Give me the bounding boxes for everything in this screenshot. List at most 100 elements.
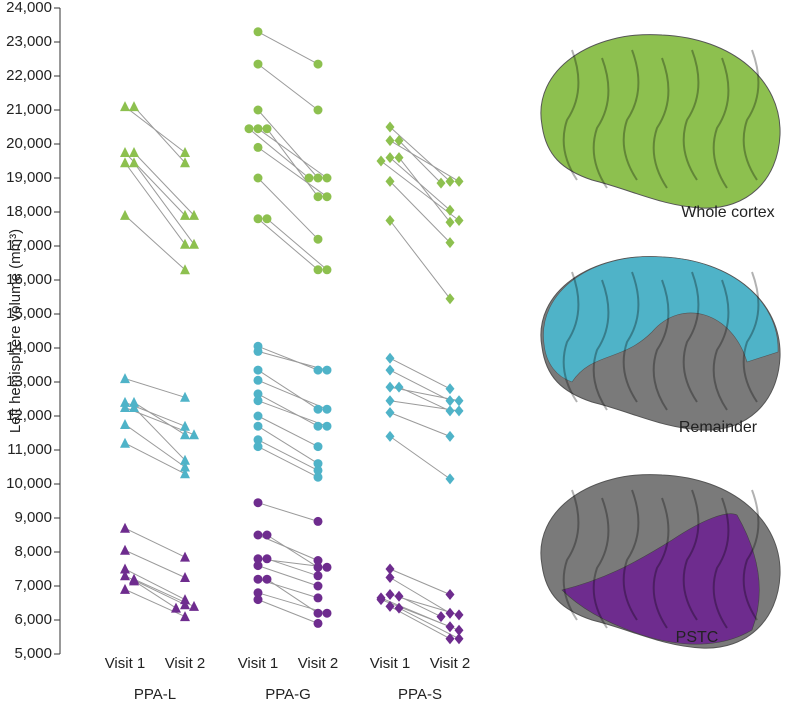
pair-line xyxy=(266,128,319,197)
pair-line xyxy=(124,378,186,398)
pair-line xyxy=(257,31,319,65)
point xyxy=(313,365,323,375)
point xyxy=(304,173,314,183)
y-tick-label: 11,000 xyxy=(7,441,52,458)
pair-line xyxy=(398,607,460,640)
pair-line xyxy=(389,577,451,614)
point xyxy=(180,391,190,402)
point xyxy=(180,551,190,562)
point xyxy=(129,402,139,412)
point xyxy=(445,395,455,407)
pair-line xyxy=(133,152,195,216)
point xyxy=(385,152,395,164)
point xyxy=(253,595,263,605)
pair-line xyxy=(398,595,442,618)
point xyxy=(313,472,323,482)
point xyxy=(313,465,323,475)
brain xyxy=(540,256,781,431)
point xyxy=(385,589,395,600)
point xyxy=(120,396,130,407)
pair-line xyxy=(257,345,319,371)
point xyxy=(313,421,323,431)
point xyxy=(313,459,323,469)
point xyxy=(322,173,332,183)
brain-region xyxy=(543,256,779,383)
point xyxy=(445,430,455,442)
point xyxy=(253,442,263,452)
y-tick-label: 7,000 xyxy=(14,577,52,594)
point xyxy=(120,570,130,581)
point xyxy=(189,209,199,220)
pair-line xyxy=(380,599,460,631)
point xyxy=(120,522,130,533)
point xyxy=(322,192,332,202)
point xyxy=(313,571,323,581)
pair-line xyxy=(389,369,451,402)
point xyxy=(253,435,263,445)
pair-line xyxy=(257,446,319,478)
point xyxy=(253,173,263,183)
point xyxy=(253,574,263,584)
pair-line xyxy=(124,442,186,475)
point xyxy=(253,346,263,356)
point xyxy=(129,575,139,586)
point xyxy=(180,429,190,440)
point xyxy=(445,216,455,228)
pair-line xyxy=(257,369,319,410)
pair-line xyxy=(133,106,186,164)
point xyxy=(385,135,395,147)
point xyxy=(180,454,190,465)
pair-line xyxy=(124,215,186,271)
y-tick-label: 24,000 xyxy=(6,0,52,16)
point xyxy=(322,404,332,414)
pair-line xyxy=(389,357,451,390)
pair-line xyxy=(133,401,186,436)
pair-line xyxy=(389,412,451,437)
visit-label: Visit 1 xyxy=(370,655,411,672)
y-tick-label: 21,000 xyxy=(6,101,52,118)
point xyxy=(129,147,139,157)
pair-line xyxy=(257,502,319,522)
pair-line xyxy=(257,565,319,587)
point xyxy=(253,124,263,134)
point xyxy=(180,264,190,275)
point xyxy=(253,365,263,375)
visit-label: Visit 1 xyxy=(238,655,279,672)
y-tick-label: 16,000 xyxy=(6,271,52,288)
point xyxy=(253,498,263,508)
point xyxy=(385,352,395,364)
point xyxy=(322,608,332,618)
point xyxy=(313,59,323,69)
point xyxy=(445,383,455,395)
point xyxy=(385,395,395,407)
point xyxy=(394,152,404,164)
point xyxy=(180,599,190,610)
brain-outline xyxy=(540,34,781,209)
visit-label: Visit 1 xyxy=(105,655,146,672)
point xyxy=(180,594,190,605)
point xyxy=(253,561,263,571)
point xyxy=(253,27,263,37)
point xyxy=(180,238,190,249)
point xyxy=(120,157,130,168)
point xyxy=(376,155,386,167)
pair-line xyxy=(124,162,186,245)
y-tick-label: 14,000 xyxy=(6,339,52,356)
pair-line xyxy=(389,126,451,182)
group-label: PPA-S xyxy=(398,686,442,703)
pair-line xyxy=(257,415,319,448)
point xyxy=(385,215,395,226)
point xyxy=(120,563,130,574)
y-tick-label: 10,000 xyxy=(6,475,52,492)
pair-line xyxy=(124,424,186,468)
point xyxy=(129,396,139,407)
point xyxy=(253,421,263,431)
pair-line xyxy=(257,400,328,427)
point xyxy=(253,396,263,406)
point xyxy=(454,633,464,645)
brain-gyri xyxy=(562,271,760,411)
point xyxy=(385,572,395,583)
pair-line xyxy=(266,558,319,577)
